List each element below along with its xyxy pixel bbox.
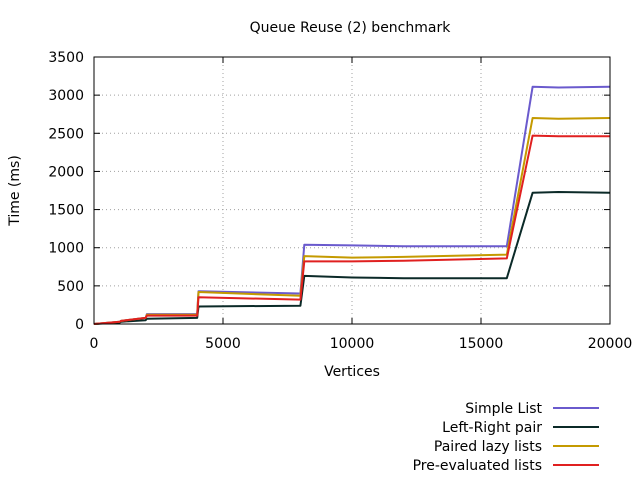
x-tick-label: 15000 (459, 336, 504, 352)
legend-label: Left-Right pair (442, 420, 542, 436)
x-tick-label: 10000 (330, 336, 375, 352)
y-tick-label: 2500 (48, 126, 84, 142)
y-tick-label: 3500 (48, 50, 84, 66)
x-tick-label: 0 (90, 336, 99, 352)
y-tick-label: 2000 (48, 164, 84, 180)
y-tick-label: 0 (75, 317, 84, 333)
series-line-3 (93, 134, 610, 325)
grid (94, 57, 610, 324)
y-tick-label: 500 (57, 279, 84, 295)
x-tick-label: 20000 (588, 336, 633, 352)
series-line-1 (93, 191, 611, 325)
legend-label: Pre-evaluated lists (413, 458, 542, 474)
chart-title: Queue Reuse (2) benchmark (250, 20, 452, 36)
legend-label: Paired lazy lists (434, 439, 542, 455)
legend-label: Simple List (465, 401, 542, 417)
x-axis-title: Vertices (324, 364, 380, 380)
x-tick-label: 5000 (205, 336, 241, 352)
y-tick-label: 1500 (48, 203, 84, 219)
legend: Simple List Left-Right pair Paired lazy li… (413, 401, 599, 474)
axis-ticks: 0 500 1000 1500 2000 2500 3000 3500 0 5000 10000 15… (48, 50, 632, 352)
y-axis-title: Time (ms) (7, 155, 23, 227)
y-tick-label: 1000 (48, 241, 84, 257)
y-tick-label: 3000 (48, 88, 84, 104)
series-lines (93, 85, 611, 325)
